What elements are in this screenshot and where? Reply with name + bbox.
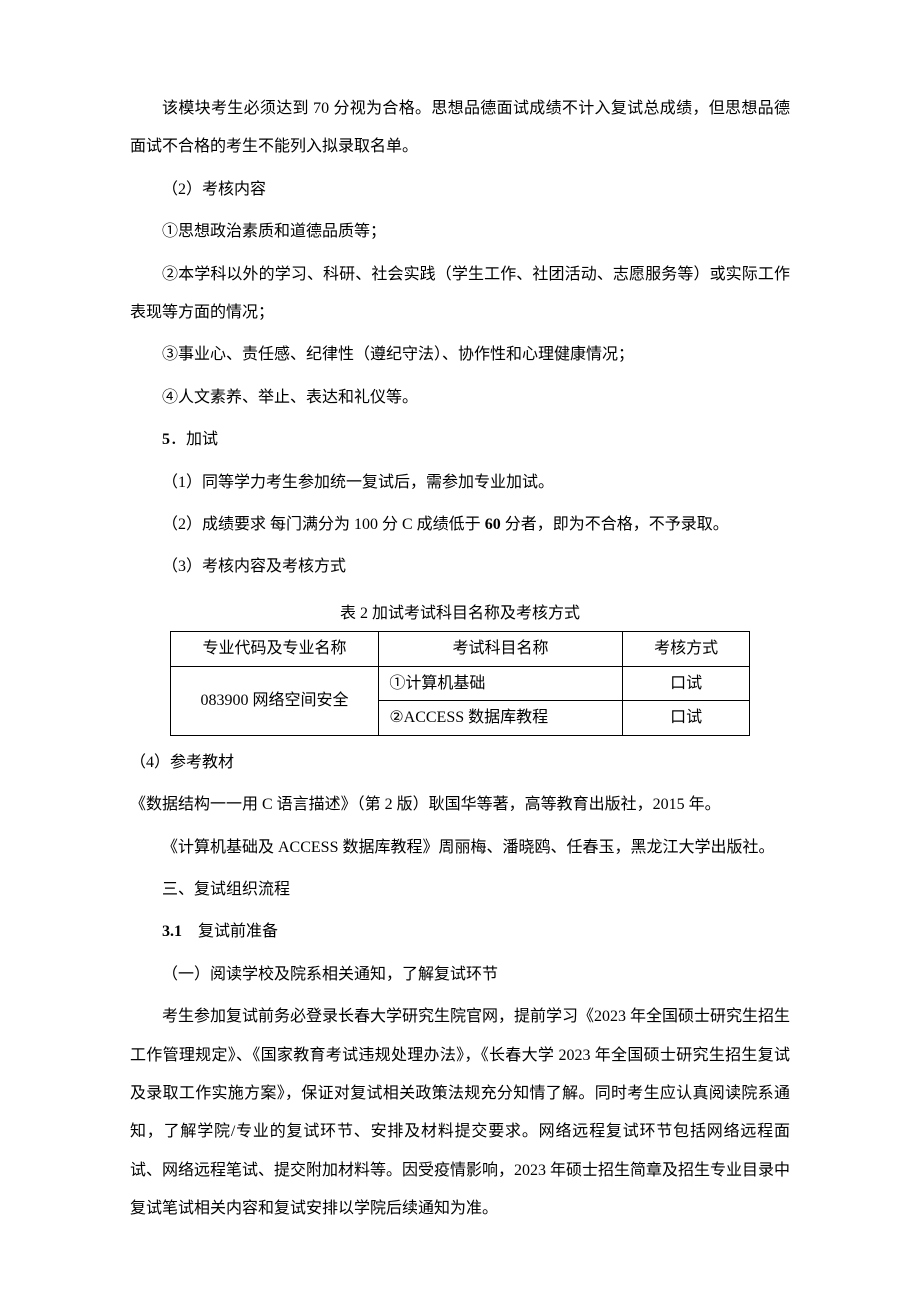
ref1-text: 《数据结构一一用 C 语言描述》（第 2 版）耿国华等著，高等教育出版社，201… (130, 796, 721, 813)
header-method: 考核方式 (622, 632, 750, 667)
h31-number: 3.1 (162, 923, 182, 940)
cell-subject-1: ①计算机基础 (379, 666, 623, 701)
prep-item-1: （一）阅读学校及院系相关通知，了解复试环节 (130, 956, 790, 994)
sub1-text: （1）同等学力考生参加统一复试后，需参加专业加试。 (162, 474, 554, 491)
sub2-prefix: （2）成绩要求 每门满分为 100 分 C 成绩低于 (162, 516, 485, 533)
intro-text: 该模块考生必须达到 70 分视为合格。思想品德面试成绩不计入复试总成绩，但思想品… (130, 100, 790, 155)
sub-item-3: （3）考核内容及考核方式 (130, 548, 790, 586)
prep-body-text: 考生参加复试前务必登录长春大学研究生院官网，提前学习《2023 年全国硕士研究生… (130, 1008, 790, 1217)
exam-table: 专业代码及专业名称 考试科目名称 考核方式 083900 网络空间安全 ①计算机… (170, 631, 751, 736)
section-2-text: （2）考核内容 (162, 181, 266, 198)
assess-item-3: ③事业心、责任感、纪律性（遵纪守法）、协作性和心理健康情况； (130, 336, 790, 374)
assess-item-4: ④人文素养、举止、表达和礼仪等。 (130, 379, 790, 417)
prep1-text: （一）阅读学校及院系相关通知，了解复试环节 (162, 966, 498, 983)
sub-item-4: （4）参考教材 (130, 744, 790, 782)
reference-1: 《数据结构一一用 C 语言描述》（第 2 版）耿国华等著，高等教育出版社，201… (130, 786, 790, 824)
table-caption: 表 2 加试考试科目名称及考核方式 (130, 595, 790, 633)
assess-item-1: ①思想政治素质和道德品质等； (130, 213, 790, 251)
sub2-suffix: 分者，即为不合格，不予录取。 (501, 516, 729, 533)
ref2-text: 《计算机基础及 ACCESS 数据库教程》周丽梅、潘晓鸥、任春玉，黑龙江大学出版… (162, 839, 774, 856)
table-header-row: 专业代码及专业名称 考试科目名称 考核方式 (170, 632, 750, 667)
sub2-bold: 60 (485, 516, 501, 533)
sub-item-1: （1）同等学力考生参加统一复试后，需参加专业加试。 (130, 464, 790, 502)
sub3-text: （3）考核内容及考核方式 (162, 558, 346, 575)
heading-5-number: 5 (162, 431, 170, 448)
header-subject: 考试科目名称 (379, 632, 623, 667)
heading-3: 三、复试组织流程 (130, 871, 790, 909)
sub-item-2: （2）成绩要求 每门满分为 100 分 C 成绩低于 60 分者，即为不合格，不… (130, 506, 790, 544)
h3-text: 三、复试组织流程 (162, 881, 290, 898)
item4-text: ④人文素养、举止、表达和礼仪等。 (162, 389, 418, 406)
table-caption-text: 表 2 加试考试科目名称及考核方式 (340, 605, 580, 622)
table-row: 083900 网络空间安全 ①计算机基础 口试 (170, 666, 750, 701)
intro-paragraph: 该模块考生必须达到 70 分视为合格。思想品德面试成绩不计入复试总成绩，但思想品… (130, 90, 790, 167)
heading-5-text: ．加试 (170, 431, 218, 448)
prep-body: 考生参加复试前务必登录长春大学研究生院官网，提前学习《2023 年全国硕士研究生… (130, 998, 790, 1228)
reference-2: 《计算机基础及 ACCESS 数据库教程》周丽梅、潘晓鸥、任春玉，黑龙江大学出版… (130, 829, 790, 867)
cell-major: 083900 网络空间安全 (170, 666, 379, 735)
cell-method-1: 口试 (622, 666, 750, 701)
cell-method-2: 口试 (622, 701, 750, 736)
heading-5: 5．加试 (130, 421, 790, 459)
assess-item-2: ②本学科以外的学习、科研、社会实践（学生工作、社团活动、志愿服务等）或实际工作表… (130, 256, 790, 333)
sub4-text: （4）参考教材 (130, 754, 234, 771)
item3-text: ③事业心、责任感、纪律性（遵纪守法）、协作性和心理健康情况； (162, 346, 634, 363)
heading-3-1: 3.1 复试前准备 (130, 913, 790, 951)
h31-text: 复试前准备 (182, 923, 278, 940)
header-major: 专业代码及专业名称 (170, 632, 379, 667)
section-2-heading: （2）考核内容 (130, 171, 790, 209)
cell-subject-2: ②ACCESS 数据库教程 (379, 701, 623, 736)
item1-text: ①思想政治素质和道德品质等； (162, 223, 386, 240)
item2-text: ②本学科以外的学习、科研、社会实践（学生工作、社团活动、志愿服务等）或实际工作表… (130, 266, 790, 321)
